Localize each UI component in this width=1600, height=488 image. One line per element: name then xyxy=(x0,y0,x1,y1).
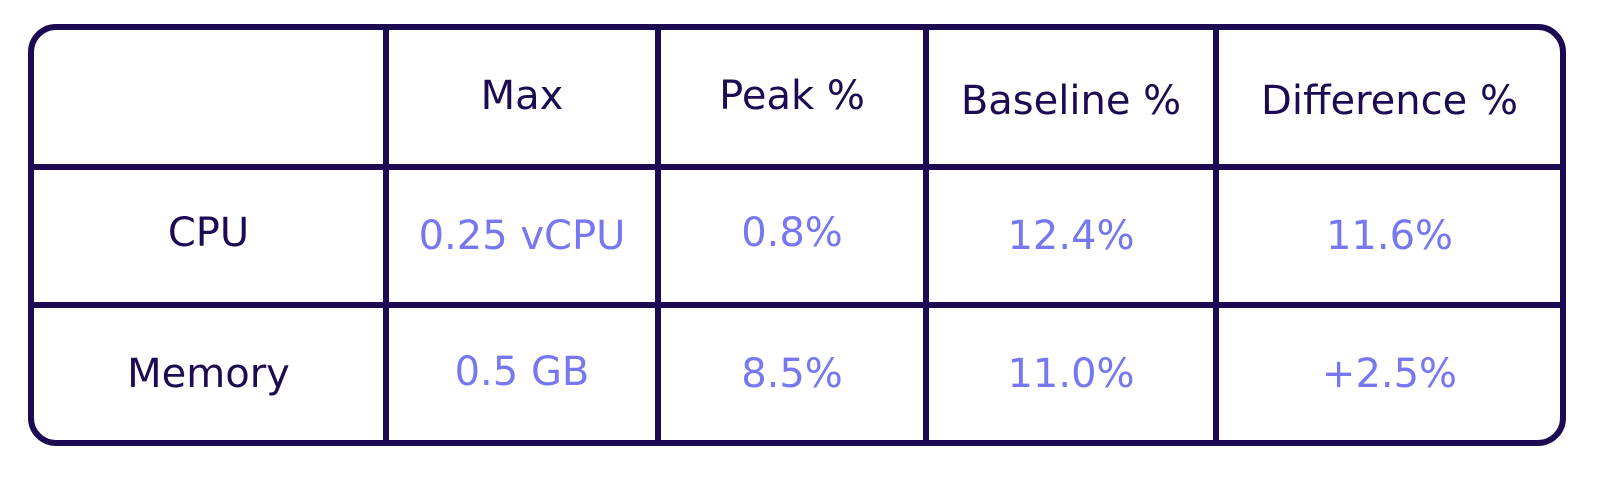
header-corner-cell xyxy=(34,30,383,164)
header-max: Max xyxy=(480,73,564,119)
row-label-memory: Memory xyxy=(127,351,290,397)
header-baseline-percent: Baseline % xyxy=(960,78,1182,124)
memory-max-value: 0.5 GB xyxy=(454,349,590,395)
cpu-max-value: 0.25 vCPU xyxy=(418,213,626,259)
header-peak-percent: Peak % xyxy=(719,73,865,119)
column-divider xyxy=(655,30,661,440)
row-divider xyxy=(34,302,1560,308)
row-divider xyxy=(34,164,1560,170)
column-divider xyxy=(923,30,929,440)
memory-baseline-value: 11.0% xyxy=(1007,351,1135,397)
cpu-baseline-value: 12.4% xyxy=(1007,213,1135,259)
memory-peak-value: 8.5% xyxy=(741,351,843,397)
header-difference-percent: Difference % xyxy=(1261,78,1518,124)
resource-usage-table: Max Peak % Baseline % Difference % CPU 0… xyxy=(28,24,1566,446)
column-divider xyxy=(383,30,389,440)
cpu-difference-value: 11.6% xyxy=(1325,213,1454,259)
row-label-cpu: CPU xyxy=(167,210,250,256)
column-divider xyxy=(1213,30,1219,440)
memory-difference-value: +2.5% xyxy=(1321,351,1458,397)
cpu-peak-value: 0.8% xyxy=(741,210,843,256)
